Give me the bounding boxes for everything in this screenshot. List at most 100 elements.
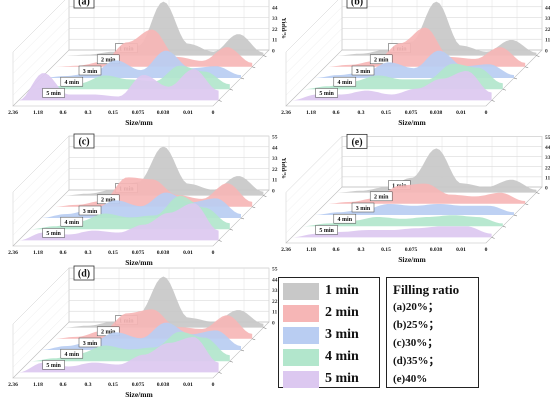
legend-label-2: 2 min xyxy=(325,305,359,320)
panel-label: (d) xyxy=(73,265,95,281)
series-label-text: 2 min xyxy=(374,58,389,64)
series-area-2 xyxy=(52,29,253,67)
panel-label-text: (c) xyxy=(78,137,89,148)
x-axis-title: Size/mm xyxy=(125,390,153,399)
x-tick-label: 0.038 xyxy=(157,110,170,116)
series-label-5: 5 min xyxy=(42,360,65,370)
legend-swatch-4 xyxy=(283,349,319,366)
legend-swatch-1 xyxy=(283,283,319,300)
series-label-5: 5 min xyxy=(42,88,65,98)
series-label-box xyxy=(333,213,357,224)
y-tick-label: 55 xyxy=(272,267,278,273)
series-label-5: 5 min xyxy=(315,225,338,235)
x-tick-label: 1.18 xyxy=(33,110,43,116)
series-label-text: 4 min xyxy=(65,220,80,226)
x-axis-title: Size/mm xyxy=(398,118,426,127)
panel-label-box xyxy=(73,133,95,149)
x-tick-label: 0 xyxy=(212,110,215,116)
series-label-text: 5 min xyxy=(46,231,61,237)
y-tick-label: 11 xyxy=(545,175,550,181)
legend-item-5: 5 min xyxy=(283,370,379,388)
series-label-box xyxy=(315,88,338,98)
y-tick-label: 33 xyxy=(272,16,278,22)
panel-label-box xyxy=(346,0,368,9)
series-label-text: 3 min xyxy=(83,209,98,215)
x-tick-label: 0.15 xyxy=(108,110,118,116)
depth-tick xyxy=(218,372,222,374)
filling-ratio-box: Filling ratio (a)20%； (b)25%； (c)30%； (d… xyxy=(386,277,479,388)
grid-line xyxy=(285,166,343,223)
x-tick-label: 0.15 xyxy=(108,250,118,256)
panel-label: (a) xyxy=(73,0,95,9)
x-tick-label: 0 xyxy=(485,247,488,253)
y-tick-label: 0 xyxy=(545,186,548,192)
grid-line xyxy=(12,278,70,335)
series-label-4: 4 min xyxy=(333,76,357,87)
legend-item-3: 3 min xyxy=(283,326,379,344)
series-label-3: 3 min xyxy=(78,205,102,216)
series-label-box xyxy=(351,65,375,76)
series-area-5 xyxy=(18,203,219,241)
x-tick-label: 0.3 xyxy=(85,250,92,256)
depth-tick xyxy=(240,217,245,220)
series-label-box xyxy=(333,76,357,87)
series-label-3: 3 min xyxy=(78,65,102,76)
depth-tick xyxy=(229,88,233,91)
x-tick-label: 2.36 xyxy=(8,382,18,388)
depth-tick xyxy=(252,338,256,341)
filling-ratio-d: (d)35%； xyxy=(393,355,440,367)
series-area-1 xyxy=(336,1,537,56)
series-area-1 xyxy=(336,148,537,193)
series-label-text: 4 min xyxy=(65,352,80,358)
y-tick-label: 0 xyxy=(545,49,548,55)
grid-line xyxy=(12,300,70,357)
filling-ratio-title: Filling ratio xyxy=(393,282,460,297)
legend-label-3: 3 min xyxy=(325,327,359,342)
legend-swatch-3 xyxy=(283,327,319,344)
depth-tick xyxy=(218,240,222,242)
depth-tick xyxy=(252,206,256,209)
x-tick-label: 0.01 xyxy=(183,110,193,116)
series-label-box xyxy=(315,225,338,235)
series-label-text: 4 min xyxy=(65,80,80,86)
series-label-text: 2 min xyxy=(101,198,116,204)
y-tick-label: 11 xyxy=(272,178,277,184)
series-area-4 xyxy=(302,215,503,227)
series-legend: 1 min 2 min 3 min 4 min 5 min xyxy=(278,277,380,388)
y-tick-label: 33 xyxy=(272,288,278,294)
depth-tick xyxy=(263,55,267,57)
series-label-text: 5 min xyxy=(319,228,334,234)
depth-tick xyxy=(513,214,518,217)
legend-item-1: 1 min xyxy=(283,282,379,300)
y-tick-label: 33 xyxy=(545,155,550,161)
x-tick-label: 0.6 xyxy=(60,110,67,116)
grid-line xyxy=(12,179,70,236)
legend-label-4: 4 min xyxy=(325,349,359,364)
panel-label-text: (b) xyxy=(351,0,363,8)
y-tick-label: 0 xyxy=(272,321,275,327)
depth-tick xyxy=(536,192,540,194)
series-label-4: 4 min xyxy=(333,213,357,224)
series-label-box xyxy=(78,65,102,76)
depth-tick xyxy=(240,77,245,80)
series-label-text: 2 min xyxy=(101,58,116,64)
x-tick-label: 0.01 xyxy=(183,250,193,256)
series-label-box xyxy=(78,337,102,348)
series-label-4: 4 min xyxy=(60,76,84,87)
series-area-1 xyxy=(63,276,264,328)
depth-tick xyxy=(252,66,256,69)
series-area-5 xyxy=(291,71,492,101)
x-tick-label: 0.6 xyxy=(60,382,67,388)
panel-label-box xyxy=(346,133,368,149)
series-label-text: 3 min xyxy=(83,69,98,75)
x-tick-label: 0.15 xyxy=(108,382,118,388)
series-area-5 xyxy=(18,337,219,373)
grid-line xyxy=(12,6,70,63)
x-tick-label: 0.038 xyxy=(430,247,443,253)
x-tick-label: 0.01 xyxy=(456,110,466,116)
series-area-2 xyxy=(325,27,526,67)
